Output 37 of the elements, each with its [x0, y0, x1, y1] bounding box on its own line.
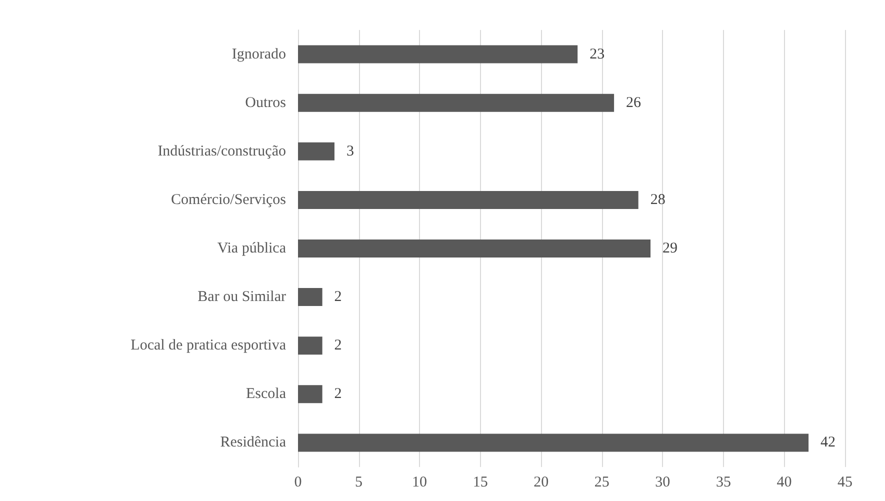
y-tick-label: Bar ou Similar: [198, 289, 286, 306]
x-tick-label: 35: [716, 474, 731, 490]
y-tick-label: Indústrias/construção: [158, 143, 286, 160]
data-label: 28: [650, 192, 666, 208]
y-tick-label: Comércio/Serviços: [171, 192, 286, 208]
bar: [298, 94, 614, 112]
y-tick-label: Ignorado: [232, 46, 286, 62]
y-tick-label: Escola: [246, 386, 286, 402]
y-tick-label: Outros: [245, 94, 286, 111]
data-label: 2: [334, 338, 342, 354]
x-tick-label: 45: [838, 474, 852, 490]
x-tick-label: 25: [594, 474, 610, 490]
y-tick-label: Via pública: [217, 240, 286, 256]
data-label: 29: [662, 240, 678, 256]
data-label: 2: [334, 386, 342, 402]
bar: [298, 385, 322, 404]
bar: [298, 434, 809, 452]
bar: [298, 240, 651, 258]
x-tick-label: 15: [472, 474, 488, 490]
bar: [298, 336, 322, 355]
x-tick-label: 20: [534, 474, 549, 490]
x-tick-label: 30: [655, 474, 670, 490]
bar: [298, 142, 334, 160]
y-tick-label: Local de pratica esportiva: [130, 338, 286, 354]
x-tick-label: 5: [355, 474, 363, 490]
x-tick-label: 40: [776, 474, 792, 490]
data-label: 42: [820, 434, 836, 451]
data-label: 3: [346, 143, 354, 160]
bar: [298, 288, 322, 306]
x-tick-label: 0: [294, 474, 302, 490]
bar: [298, 45, 578, 64]
x-tick-label: 10: [412, 474, 428, 490]
bar: [298, 190, 638, 209]
data-label: 23: [590, 46, 605, 62]
data-label: 2: [334, 289, 342, 306]
y-tick-label: Residência: [220, 434, 286, 451]
data-label: 26: [626, 94, 642, 111]
